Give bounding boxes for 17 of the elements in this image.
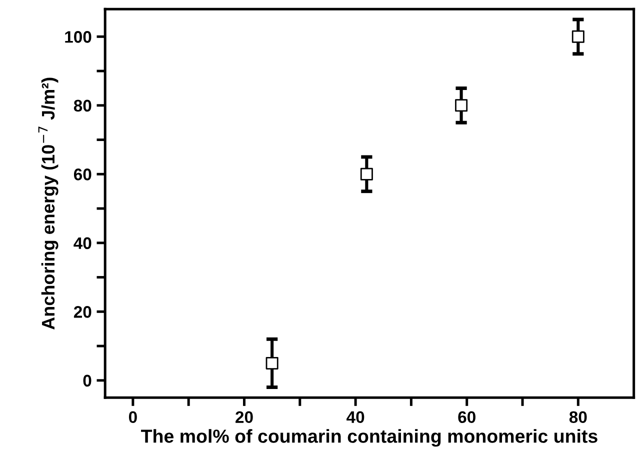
x-tick-label: 80	[569, 411, 587, 424]
point	[455, 99, 468, 112]
x-tick-label: 20	[236, 411, 253, 424]
y-tick-label: 20	[74, 306, 92, 318]
y-tick-label: 60	[74, 168, 92, 180]
point	[360, 168, 373, 180]
x-tick-label: 0	[128, 411, 137, 424]
x-tick-label: 60	[458, 411, 476, 424]
x-tick-label: 40	[346, 411, 364, 424]
point	[572, 30, 584, 43]
y-tick-label: 0	[83, 374, 92, 387]
y-tick-label: 100	[65, 31, 92, 43]
y-tick-label: 40	[74, 237, 92, 250]
y-axis-title: Anchoring energy (10$^{−7}$ J/m²)	[38, 78, 58, 330]
x-axis-title: The mol% of coumarin containing monomeric units	[141, 429, 598, 447]
point	[266, 356, 278, 370]
y-tick-label: 80	[74, 100, 92, 112]
